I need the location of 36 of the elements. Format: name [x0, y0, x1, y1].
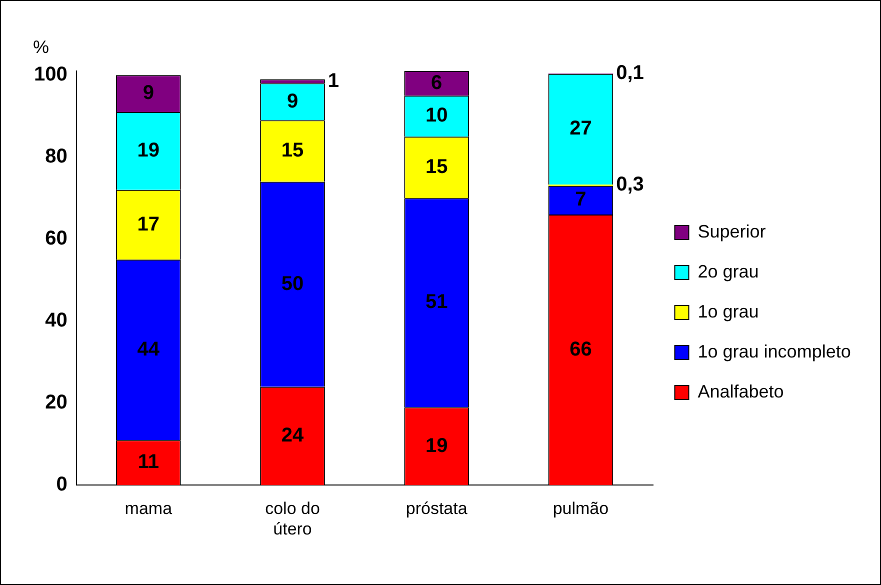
legend-label: 1o grau — [698, 301, 759, 322]
data-label: 9 — [142, 82, 154, 104]
data-label: 19 — [137, 139, 160, 162]
data-label: 66 — [570, 338, 592, 360]
data-label: 10 — [425, 104, 448, 127]
legend-label: 1o grau incompleto — [698, 341, 851, 362]
x-tick-label: próstata — [406, 499, 468, 518]
y-tick-label: 60 — [45, 228, 68, 250]
y-tick-label: 100 — [34, 64, 68, 86]
y-tick-label: 20 — [45, 392, 68, 414]
data-label: 19 — [425, 434, 448, 457]
legend-label: Analfabeto — [698, 381, 784, 402]
data-label: 27 — [570, 118, 592, 140]
data-label: 11 — [138, 451, 159, 474]
data-label: 51 — [425, 291, 448, 314]
legend-label: Superior — [698, 221, 766, 242]
y-tick-label: 80 — [45, 146, 68, 168]
x-tick-label: pulmão — [552, 499, 609, 518]
data-label: 1 — [328, 70, 340, 92]
data-label: 7 — [575, 188, 586, 211]
data-label: 44 — [137, 338, 160, 360]
data-label: 50 — [281, 272, 304, 295]
data-label: 6 — [431, 72, 442, 94]
data-label: 9 — [286, 90, 298, 112]
y-tick-label: 0 — [56, 474, 68, 496]
data-label: 24 — [281, 424, 305, 447]
data-label: 0,3 — [616, 174, 644, 196]
y-tick-label: 40 — [45, 310, 68, 332]
y-axis-title: % — [32, 36, 50, 57]
data-label: 0,1 — [616, 62, 644, 84]
data-label: 15 — [281, 139, 304, 162]
x-tick-label: mama — [124, 499, 173, 518]
x-tick-label: colo do útero — [265, 499, 320, 538]
data-label: 15 — [425, 156, 448, 178]
data-label: 17 — [137, 213, 160, 236]
legend-label: 2o grau — [698, 261, 759, 282]
